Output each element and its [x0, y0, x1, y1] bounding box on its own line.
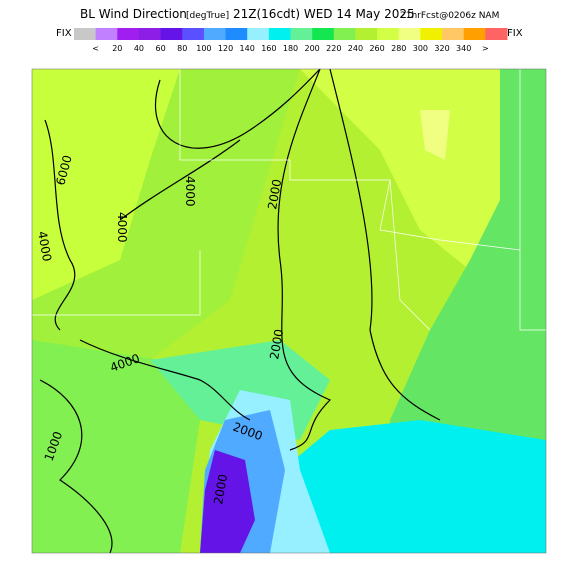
- title-units: [degTrue]: [186, 11, 229, 21]
- colorbar-label: <: [92, 44, 99, 53]
- colorbar-swatch: [117, 28, 140, 40]
- contour-label: 2000: [265, 178, 284, 211]
- colorbar-label: 260: [369, 44, 384, 53]
- colorbar-label: 100: [196, 44, 211, 53]
- contour-label: 2000: [267, 328, 286, 361]
- map-frame: [31, 68, 547, 554]
- colorbar-label: 180: [283, 44, 298, 53]
- colorbar-right-label: FIX: [507, 28, 523, 39]
- colorbar-swatch: [333, 28, 356, 40]
- colorbar-swatch: [74, 28, 97, 40]
- map: 6000 4000 4000 2000 2000 4000 2000 1000 …: [31, 68, 547, 554]
- colorbar-swatch: [312, 28, 335, 40]
- colorbar-label: 160: [261, 44, 276, 53]
- colorbar-swatch: [268, 28, 291, 40]
- colorbar-label: 80: [177, 44, 187, 53]
- colorbar-label: >: [482, 44, 489, 53]
- title: BL Wind Direction [degTrue] 21Z(16cdt) W…: [80, 7, 499, 21]
- contours: [39, 69, 441, 553]
- colorbar-swatch: [225, 28, 248, 40]
- colorbar-label: 20: [112, 44, 122, 53]
- colorbar-swatch: [398, 28, 421, 40]
- contour-label: 2000: [211, 473, 230, 506]
- region: [32, 340, 200, 553]
- colorbar-swatch: [463, 28, 486, 40]
- colorbar-label: 200: [305, 44, 320, 53]
- title-valid: 21Z(16cdt) WED 14 May 2025: [233, 7, 415, 21]
- title-forecast: 21hrFcst@0206z NAM: [400, 11, 499, 21]
- colorbar-swatch: [247, 28, 270, 40]
- colorbar-swatch: [355, 28, 378, 40]
- colorbar-swatch: [290, 28, 313, 40]
- colorbar-label: 240: [348, 44, 363, 53]
- colorbar-swatch: [420, 28, 443, 40]
- colorbar-label: 40: [134, 44, 144, 53]
- colorbar-swatch: [138, 28, 162, 40]
- region: [200, 450, 255, 553]
- title-main: BL Wind Direction: [80, 7, 187, 21]
- contour-label: 4000: [115, 212, 129, 243]
- colorbar-swatch: [160, 28, 183, 40]
- colorbar-label: 280: [391, 44, 406, 53]
- colorbar-label: 140: [240, 44, 255, 53]
- colorbar-swatch: [485, 28, 508, 40]
- colorbar-label: 60: [156, 44, 166, 53]
- region: [420, 110, 450, 160]
- colorbar-left-label: FIX: [56, 28, 72, 39]
- colorbar: <20 40 60 80 100 120 140 160 180 200 220 240 260 280 3…: [74, 28, 508, 53]
- contour-label: 4000: [35, 230, 54, 263]
- colorbar-label: 320: [434, 44, 449, 53]
- colorbar-swatch: [442, 28, 465, 40]
- region: [250, 420, 546, 553]
- colorbar-swatch: [203, 28, 227, 40]
- contour-label: 4000: [183, 176, 197, 207]
- region: [32, 69, 180, 300]
- boundaries: [32, 69, 546, 331]
- colorbar-label: 220: [326, 44, 341, 53]
- colorbar-swatch: [182, 28, 205, 40]
- colorbar-label: 120: [218, 44, 233, 53]
- colorbar-swatch: [95, 28, 118, 40]
- region: [300, 69, 546, 280]
- colorbar-label: 300: [413, 44, 428, 53]
- colorbar-label: 340: [456, 44, 471, 53]
- colorbar-swatch: [377, 28, 400, 40]
